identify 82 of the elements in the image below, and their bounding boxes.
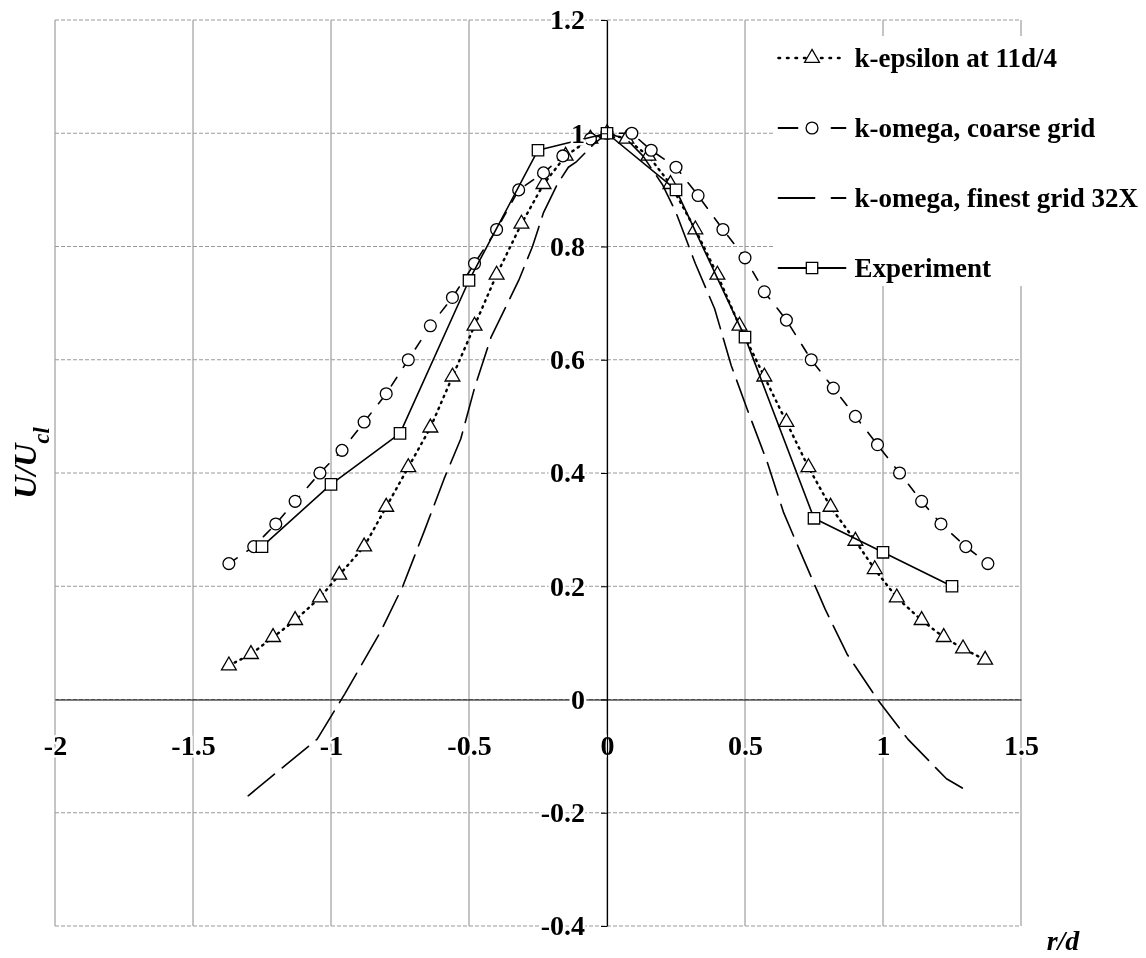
point (934, 517, 948, 531)
point (716, 222, 730, 237)
legend-label: k-omega, coarse grid (854, 113, 1096, 144)
x-axis-title: r/d (1046, 925, 1081, 956)
point (422, 418, 439, 433)
point (669, 160, 683, 174)
legend-label: Experiment (854, 253, 991, 284)
point (466, 316, 483, 331)
point (866, 560, 883, 575)
point (331, 565, 348, 580)
point (536, 166, 551, 180)
point (870, 438, 885, 452)
point (738, 251, 752, 265)
point (756, 367, 773, 382)
point (488, 265, 505, 280)
legend-label: k-omega, finest grid 32X (854, 183, 1139, 214)
point (222, 557, 236, 571)
point (807, 511, 821, 525)
point (954, 639, 972, 654)
x-tick-label: 1.5 (1004, 730, 1039, 762)
point (644, 143, 658, 157)
x-tick-label: 1 (876, 730, 891, 762)
y-tick-label: -0.4 (540, 910, 585, 942)
point (804, 353, 818, 367)
point (892, 466, 907, 480)
point (356, 537, 373, 552)
y-tick-label: 0.8 (550, 230, 585, 262)
point (738, 330, 752, 344)
x-tick-label: -1 (319, 730, 344, 762)
point (977, 650, 994, 665)
point (287, 611, 304, 626)
point (757, 285, 771, 299)
point (981, 557, 995, 571)
point (848, 409, 862, 423)
y-tick-label: -0.2 (540, 797, 585, 829)
point (324, 477, 338, 491)
point (264, 628, 282, 643)
x-tick-label: -1.5 (171, 730, 216, 762)
point (220, 656, 237, 671)
x-tick-label: -0.5 (447, 730, 492, 762)
point (779, 313, 793, 327)
point (625, 126, 639, 140)
point (778, 412, 795, 427)
point (462, 274, 476, 287)
point (959, 540, 973, 554)
x-tick-label: 0.5 (728, 730, 763, 762)
y-tick-label: 0.6 (550, 344, 585, 376)
legend-label: k-epsilon at 11d/4 (854, 43, 1058, 74)
point (378, 497, 395, 512)
point (401, 353, 415, 367)
point (255, 540, 269, 553)
point (800, 458, 817, 473)
point (423, 319, 437, 333)
point (379, 387, 393, 401)
point (915, 494, 929, 508)
point (945, 579, 959, 593)
point (400, 458, 417, 473)
point (444, 367, 461, 382)
point (335, 443, 349, 457)
point (445, 290, 460, 305)
point (313, 466, 327, 480)
point (311, 588, 329, 603)
point (669, 183, 683, 197)
point (556, 149, 570, 163)
y-tick-label: 0.2 (550, 570, 585, 602)
point (935, 628, 952, 643)
point (357, 415, 371, 429)
point (913, 611, 930, 626)
point (822, 497, 839, 512)
point (888, 588, 905, 603)
point (513, 214, 530, 229)
point (876, 545, 890, 559)
point (691, 188, 705, 203)
point (269, 517, 283, 531)
point (393, 427, 407, 440)
x-tick-label: -2 (43, 730, 68, 762)
point (826, 381, 840, 395)
point (288, 494, 302, 508)
point (531, 143, 545, 157)
y-tick-label: 1.2 (550, 4, 585, 36)
point (242, 645, 260, 660)
y-tick-label: 0.4 (550, 457, 585, 489)
